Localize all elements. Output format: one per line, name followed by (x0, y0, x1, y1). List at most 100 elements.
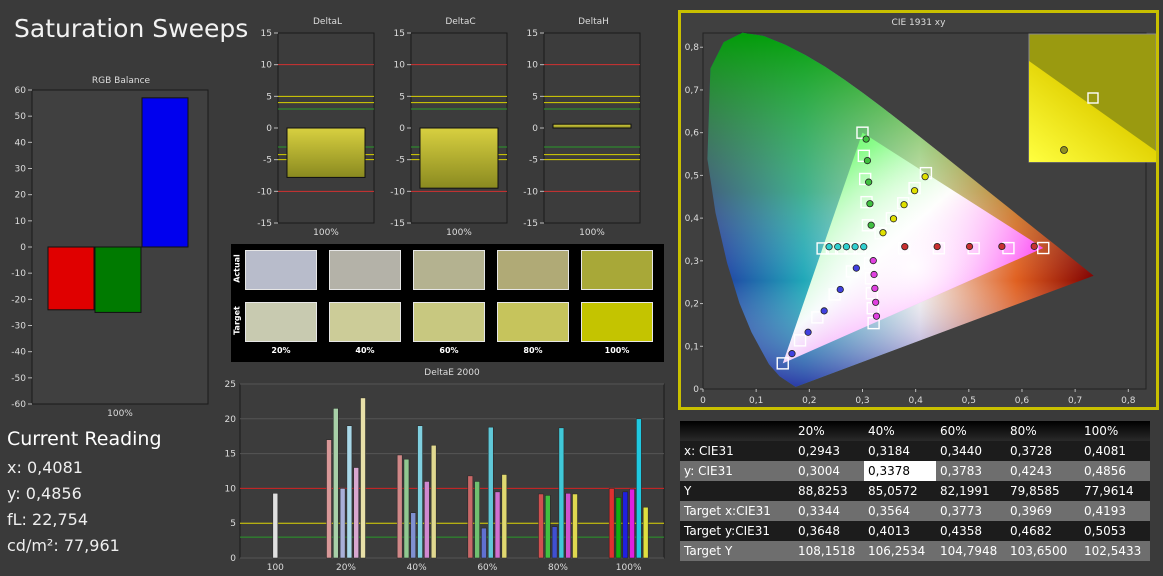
cie-target-marker (1037, 241, 1050, 255)
rgb-balance-title: RGB Balance (91, 76, 151, 86)
deltae-bar (494, 491, 501, 559)
swatch-label: 80% (523, 346, 543, 355)
table-cell[interactable]: 0,4243 (1006, 461, 1080, 481)
deltae-tick-label: 20 (225, 415, 237, 425)
delta-tick-label: 0 (266, 124, 272, 134)
cie-measured-point (836, 285, 844, 294)
cie-target-marker (897, 197, 910, 210)
delta-tick-label: 10 (394, 61, 406, 71)
table-cell[interactable]: 79,8585 (1006, 481, 1080, 501)
deltae-bar (481, 527, 487, 559)
cie-measured-point (872, 298, 880, 306)
cie-target-marker (793, 334, 807, 347)
table-cell[interactable]: 82,1991 (936, 481, 1006, 501)
target-swatch (245, 302, 317, 342)
table-cell[interactable]: 106,2534 (864, 541, 936, 561)
delta-bar (286, 127, 366, 178)
deltae-bar (410, 512, 417, 559)
table-cell[interactable]: 0,4081 (1080, 441, 1150, 461)
cie-measured-point (804, 328, 812, 336)
cie-x-tick-label: 0,8 (1121, 396, 1136, 406)
reading-cdm2: cd/m²: 77,961 (7, 536, 120, 555)
deltae-2000-chart: DeltaE 2000 25 20 15 10 5 0 100 20% 40% 60% 80% 100… (222, 368, 666, 576)
table-cell[interactable]: 0,4193 (1080, 501, 1150, 521)
table-row-label: y: CIE31 (680, 461, 794, 481)
deltae-category-label: 20% (336, 563, 356, 573)
delta-tick-label: 10 (261, 61, 273, 71)
rgb-tick-label: 60 (15, 86, 27, 96)
table-cell[interactable]: 0,5053 (1080, 521, 1150, 541)
table-cell[interactable]: 0,3773 (936, 501, 1006, 521)
color-swatches-panel: Actual Target 20% 40% 60% 80% 100% (231, 244, 664, 362)
deltae-tick-label: 5 (230, 519, 236, 529)
actual-label: Actual (232, 254, 242, 283)
table-row: Target y:CIE31 0,3648 0,4013 0,4358 0,4682 0,… (680, 521, 1150, 541)
cie-measured-point (900, 201, 908, 209)
deltal-chart: DeltaL 15 10 5 0 -5 -10 -15 100% (253, 17, 377, 239)
table-row-label: Target Y (680, 541, 794, 561)
delta-tick-label: -5 (396, 156, 405, 166)
table-cell[interactable]: 103,6500 (1006, 541, 1080, 561)
cie-zoom-target-marker (1087, 92, 1099, 104)
rgb-tick-label: 10 (15, 217, 27, 227)
table-header-cell: 100% (1080, 421, 1150, 441)
target-swatch (413, 302, 485, 342)
deltae-category-label: 40% (407, 563, 427, 573)
deltae-bar (417, 425, 423, 559)
cie-gamut-white-glow (782, 132, 1044, 364)
table-cell[interactable]: 0,3564 (864, 501, 936, 521)
deltae-bar (565, 493, 571, 559)
deltae-bar (474, 481, 480, 559)
table-cell[interactable]: 102,5433 (1080, 541, 1150, 561)
table-cell[interactable]: 88,8253 (794, 481, 864, 501)
deltae-bar (558, 427, 565, 559)
table-cell[interactable]: 0,4358 (936, 521, 1006, 541)
delta-category-label: 100% (313, 228, 339, 238)
delta-tick-label: 15 (261, 29, 272, 39)
swatch-label: 40% (355, 346, 375, 355)
table-cell[interactable]: 0,3344 (794, 501, 864, 521)
table-cell[interactable]: 0,3783 (936, 461, 1006, 481)
actual-swatch (413, 250, 485, 290)
cie-x-tick-label: 0,1 (749, 396, 763, 406)
rgb-tick-label: 0 (20, 243, 26, 253)
table-cell[interactable]: 85,0572 (864, 481, 936, 501)
table-cell[interactable]: 0,3004 (794, 461, 864, 481)
cie-measured-point (869, 257, 877, 265)
cie-measured-point (870, 270, 878, 279)
deltae-bar (551, 526, 558, 559)
table-cell[interactable]: 0,4013 (864, 521, 936, 541)
table-cell[interactable]: 104,7948 (936, 541, 1006, 561)
delta-bar (419, 127, 499, 189)
table-cell[interactable]: 0,4856 (1080, 461, 1150, 481)
cie-measured-point (910, 187, 919, 195)
cie-measured-point (998, 242, 1006, 251)
cie-measured-point (825, 243, 833, 251)
cie-measured-point (851, 243, 859, 251)
table-cell[interactable]: 0,4682 (1006, 521, 1080, 541)
table-cell[interactable]: 108,1518 (794, 541, 864, 561)
delta-tick-label: 0 (532, 124, 538, 134)
table-cell[interactable]: 0,3648 (794, 521, 864, 541)
deltae-bar (403, 458, 410, 559)
deltal-title: DeltaL (312, 17, 343, 27)
delta-tick-label: -15 (390, 219, 405, 229)
table-cell[interactable]: 0,2943 (794, 441, 864, 461)
table-cell[interactable]: 0,3184 (864, 441, 936, 461)
rgb-bar-r (47, 246, 95, 311)
swatch-label: 100% (604, 346, 630, 355)
table-cell[interactable]: 0,3440 (936, 441, 1006, 461)
cie-target-marker (932, 242, 946, 255)
delta-category-label: 100% (446, 228, 472, 238)
table-cell[interactable]: 0,3378 (864, 461, 936, 481)
table-row: Target x:CIE31 0,3344 0,3564 0,3773 0,3969 0,… (680, 501, 1150, 521)
deltae-bar (572, 493, 578, 559)
table-cell[interactable]: 77,9614 (1080, 481, 1150, 501)
cie-y-tick-label: 0,6 (685, 129, 700, 139)
cie-y-tick-label: 0,8 (685, 43, 700, 53)
cie-measured-point (820, 307, 828, 315)
table-cell[interactable]: 0,3969 (1006, 501, 1080, 521)
table-cell[interactable]: 0,3728 (1006, 441, 1080, 461)
rgb-tick-label: -30 (11, 322, 26, 332)
cie-target-marker (885, 212, 899, 225)
